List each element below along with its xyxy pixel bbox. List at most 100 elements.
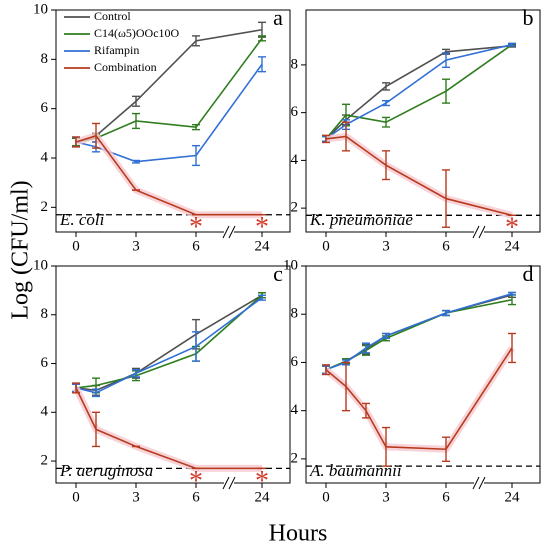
series-glow bbox=[72, 386, 262, 472]
error-bar bbox=[382, 116, 390, 128]
y-tick-label: 8 bbox=[291, 56, 299, 72]
y-tick-label: 4 bbox=[291, 402, 299, 418]
x-tick-label: 24 bbox=[505, 238, 521, 254]
significance-mark: * bbox=[255, 466, 269, 497]
x-axis-label: Hours bbox=[269, 521, 328, 547]
legend-label: C14(ω5)OOc10O bbox=[94, 26, 180, 40]
x-tick-label: 3 bbox=[132, 238, 140, 254]
axis-break-gap bbox=[224, 230, 234, 234]
error-bar bbox=[382, 82, 390, 91]
error-bar bbox=[382, 332, 390, 340]
series-line bbox=[325, 135, 513, 217]
x-tick-label: 6 bbox=[192, 238, 200, 254]
series-line bbox=[325, 298, 513, 371]
series-line bbox=[75, 294, 263, 392]
y-tick-label: 2 bbox=[291, 200, 299, 216]
panel-label: d bbox=[523, 261, 534, 286]
x-tick-label: 24 bbox=[255, 238, 271, 254]
x-tick-label: 0 bbox=[322, 238, 330, 254]
error-bar bbox=[192, 123, 200, 131]
plot-frame bbox=[305, 9, 541, 233]
x-tick-label: 6 bbox=[442, 238, 450, 254]
error-bar bbox=[442, 309, 450, 317]
error-bar bbox=[362, 342, 370, 354]
legend-label: Combination bbox=[94, 60, 157, 74]
x-tick-label: 3 bbox=[382, 489, 390, 505]
x-tick-label: 6 bbox=[192, 489, 200, 505]
x-tick-label: 3 bbox=[132, 489, 140, 505]
x-tick-label: 3 bbox=[382, 238, 390, 254]
error-bar bbox=[342, 361, 350, 412]
error-bar bbox=[382, 150, 390, 181]
axis-break-gap bbox=[224, 481, 234, 485]
significance-mark: * bbox=[189, 212, 203, 243]
error-bar bbox=[72, 382, 80, 394]
y-tick-label: 8 bbox=[291, 306, 299, 322]
y-tick-label: 6 bbox=[291, 104, 299, 120]
series-line bbox=[325, 45, 513, 140]
error-bar bbox=[508, 291, 516, 296]
axis-break-mark bbox=[222, 476, 230, 490]
series-line bbox=[75, 294, 263, 389]
error-bar bbox=[132, 368, 140, 378]
series-line bbox=[325, 292, 513, 371]
legend-label: Rifampin bbox=[94, 43, 139, 57]
error-bar bbox=[322, 134, 330, 144]
x-tick-label: 0 bbox=[322, 489, 330, 505]
error-bar bbox=[442, 169, 450, 228]
error-bar bbox=[258, 35, 266, 42]
panel-label: b bbox=[523, 5, 534, 30]
significance-mark: * bbox=[189, 466, 203, 497]
error-bar bbox=[508, 42, 516, 47]
y-tick-label: 10 bbox=[33, 257, 48, 273]
error-bar bbox=[192, 35, 200, 47]
error-bar bbox=[132, 112, 140, 130]
error-bar bbox=[258, 56, 266, 73]
error-bar bbox=[442, 78, 450, 104]
error-bar bbox=[258, 294, 266, 301]
y-tick-label: 8 bbox=[41, 51, 49, 67]
y-tick-label: 6 bbox=[291, 354, 299, 370]
error-bar bbox=[192, 331, 200, 362]
x-tick-label: 0 bbox=[72, 238, 80, 254]
error-bar bbox=[132, 159, 140, 164]
significance-mark: * bbox=[505, 213, 519, 244]
panel-label: a bbox=[273, 5, 283, 30]
y-axis-label: Log (CFU/ml) bbox=[8, 180, 34, 319]
series-glow bbox=[325, 133, 513, 219]
series-line bbox=[325, 43, 513, 140]
y-tick-label: 6 bbox=[41, 100, 49, 116]
error-bar bbox=[92, 122, 100, 149]
error-bar bbox=[442, 52, 450, 68]
organism-label: P. aeruginosa bbox=[59, 461, 153, 480]
y-tick-label: 6 bbox=[41, 355, 49, 371]
axis-break-mark bbox=[228, 476, 236, 490]
y-tick-label: 4 bbox=[41, 404, 49, 420]
axis-break-gap bbox=[474, 230, 484, 234]
error-bar bbox=[132, 95, 140, 107]
y-tick-label: 10 bbox=[283, 257, 298, 273]
series-line bbox=[75, 134, 262, 216]
plot-frame bbox=[55, 265, 291, 484]
y-tick-label: 4 bbox=[41, 149, 49, 165]
error-bar bbox=[92, 411, 100, 448]
series-line bbox=[325, 347, 513, 451]
axis-break-gap bbox=[474, 481, 484, 485]
y-tick-label: 8 bbox=[41, 306, 49, 322]
error-bar bbox=[382, 100, 390, 107]
axis-break-mark bbox=[478, 225, 486, 239]
axis-break-mark bbox=[478, 476, 486, 490]
error-bar bbox=[92, 388, 100, 398]
significance-mark: * bbox=[255, 212, 269, 243]
y-tick-label: 2 bbox=[291, 450, 299, 466]
error-bar bbox=[508, 332, 516, 364]
organism-label: K. pneumoniae bbox=[309, 210, 413, 229]
axis-break-mark bbox=[228, 225, 236, 239]
series-line bbox=[325, 43, 513, 140]
panel-label: c bbox=[273, 261, 283, 286]
y-tick-label: 4 bbox=[291, 152, 299, 168]
y-tick-label: 2 bbox=[41, 452, 49, 468]
